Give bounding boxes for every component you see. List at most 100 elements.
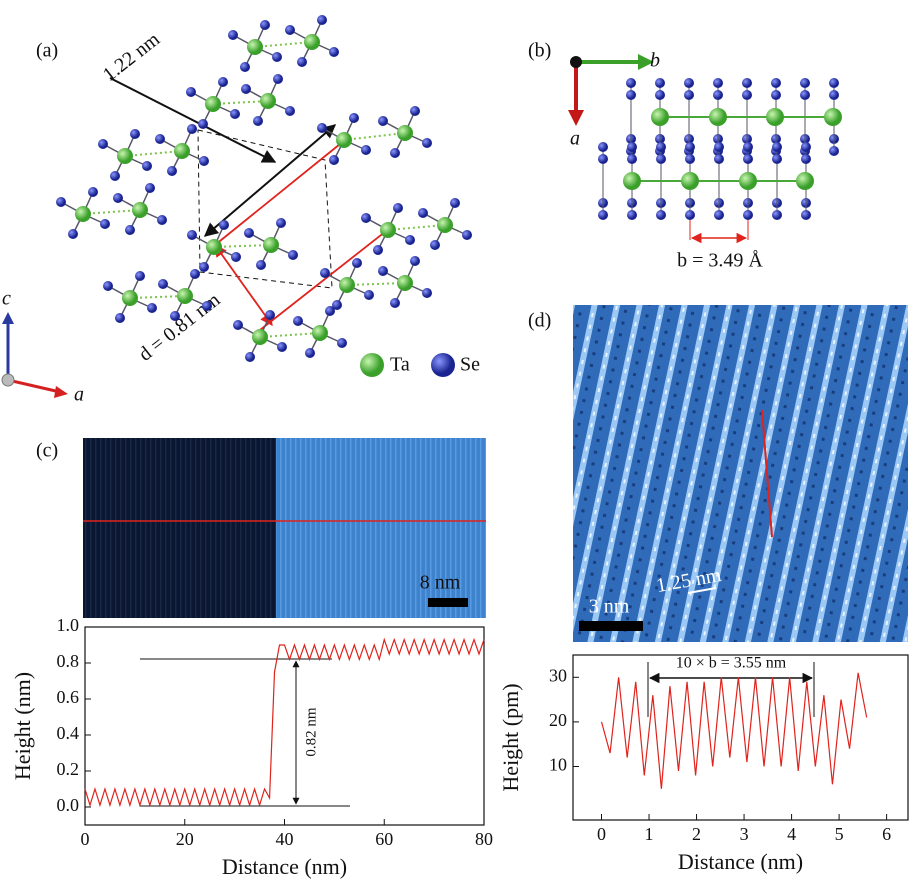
se-atom: [450, 198, 460, 208]
se-atom: [685, 210, 695, 220]
x-tick-label: 0: [597, 824, 606, 844]
se-atom: [103, 281, 113, 291]
se-atom: [393, 203, 403, 213]
se-atom: [228, 30, 238, 40]
bond: [212, 100, 269, 105]
se-atom: [771, 90, 781, 100]
x-tick-label: 20: [176, 829, 194, 849]
se-atom: [273, 74, 283, 84]
red-line: [214, 139, 346, 246]
red-arrow: [214, 243, 273, 327]
ta-atom: [247, 39, 263, 55]
panel-c-image: (c) 8 nm 0.82 nm: [36, 438, 486, 807]
ta-atom: [252, 329, 268, 345]
se-atom: [829, 90, 839, 100]
se-atom: [655, 78, 665, 88]
se-atom: [98, 139, 108, 149]
se-atom: [329, 47, 339, 57]
se-atom: [772, 142, 782, 152]
se-atom: [801, 142, 811, 152]
se-atom: [202, 301, 212, 311]
se-atom: [187, 124, 197, 134]
plot-frame: [84, 626, 485, 826]
se-atom: [245, 352, 255, 362]
se-atom: [88, 187, 98, 197]
se-atom: [361, 213, 371, 223]
se-atom: [260, 20, 270, 30]
span-label: 10 × b = 3.55 nm: [676, 655, 787, 672]
se-atom: [714, 142, 724, 152]
se-atom: [743, 154, 753, 164]
scale-bar: [428, 598, 468, 607]
arrowhead: [2, 312, 14, 324]
se-atom: [656, 142, 666, 152]
se-atom: [713, 90, 723, 100]
line-series: [84, 637, 485, 808]
se-atom: [627, 142, 637, 152]
se-atom: [410, 256, 420, 266]
se-atom: [800, 78, 810, 88]
se-atom: [56, 197, 66, 207]
y-tick-label: 30: [549, 665, 567, 685]
legend-label: Ta: [390, 354, 410, 376]
se-atom: [272, 52, 282, 62]
se-atom: [110, 171, 120, 181]
se-atom: [256, 260, 266, 270]
se-atom: [684, 90, 694, 100]
panel-label: (c): [36, 440, 58, 462]
bond: [213, 244, 272, 248]
se-atom: [199, 262, 209, 272]
se-atom: [801, 154, 811, 164]
ta-atom: [336, 132, 352, 148]
se-atom: [462, 230, 472, 240]
se-atom: [170, 311, 180, 321]
ta-atom: [709, 108, 727, 126]
x-tick-label: 5: [835, 824, 844, 844]
se-atom: [598, 154, 608, 164]
se-atom: [233, 320, 243, 330]
ta-atom: [117, 148, 133, 164]
se-atom: [157, 215, 167, 225]
se-atom: [743, 142, 753, 152]
se-atom: [135, 271, 145, 281]
se-atom: [422, 288, 432, 298]
se-atom: [293, 316, 303, 326]
legend-ta: [360, 353, 384, 377]
se-atom: [405, 235, 415, 245]
se-atom: [155, 134, 165, 144]
y-tick-label: 0.2: [57, 759, 80, 779]
se-atom: [190, 269, 200, 279]
y-tick-label: 0.0: [57, 795, 80, 815]
ta-atom: [739, 172, 757, 190]
panel-label: (b): [528, 40, 551, 62]
red-line: [259, 227, 391, 331]
ta-atom: [206, 239, 222, 255]
se-atom: [68, 229, 78, 239]
bond: [124, 150, 183, 157]
se-atom: [115, 313, 125, 323]
ta-atom: [132, 202, 148, 218]
ta-atom: [824, 108, 842, 126]
se-atom: [410, 106, 420, 116]
ta-atom: [260, 93, 276, 109]
se-atom: [325, 306, 335, 316]
se-atom: [627, 210, 637, 220]
se-atom: [125, 225, 135, 235]
plot-frame: [572, 654, 909, 821]
se-atom: [656, 154, 666, 164]
x-tick-label: 40: [276, 829, 294, 849]
origin: [570, 56, 582, 68]
spacing-label: b = 3.49 Å: [677, 250, 763, 272]
bond: [259, 332, 321, 338]
y-tick-label: 20: [549, 710, 567, 730]
arrowhead: [568, 110, 584, 126]
ta-atom: [174, 143, 190, 159]
se-atom: [714, 154, 724, 164]
se-atom: [230, 109, 240, 119]
se-atom: [186, 87, 196, 97]
se-atom: [288, 250, 298, 260]
se-atom: [430, 240, 440, 250]
se-atom: [801, 210, 811, 220]
se-atom: [130, 129, 140, 139]
se-atom: [253, 116, 263, 126]
